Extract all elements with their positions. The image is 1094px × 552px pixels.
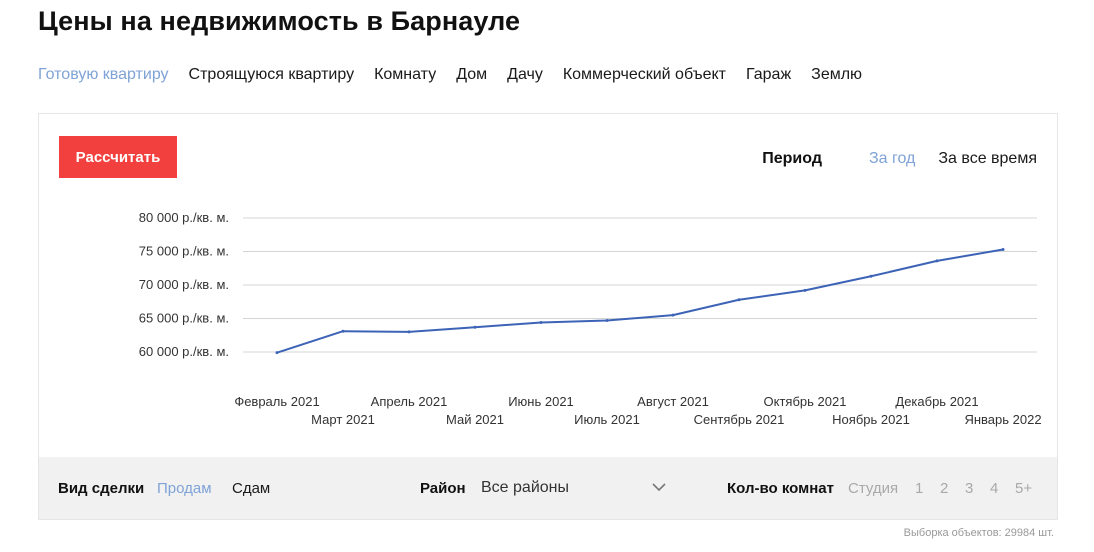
x-tick-label: Декабрь 2021 — [895, 394, 978, 409]
data-point — [341, 329, 345, 333]
x-tick-label: Январь 2022 — [964, 412, 1041, 427]
district-label: Район — [420, 480, 466, 497]
period-option-all-time[interactable]: За все время — [938, 150, 1037, 167]
deal-option-rent[interactable]: Сдам — [232, 480, 271, 497]
x-tick-label: Март 2021 — [311, 412, 375, 427]
tab-room[interactable]: Комнату — [374, 66, 437, 83]
data-point — [1001, 247, 1005, 251]
data-point — [737, 298, 741, 302]
rooms-option-1[interactable]: 1 — [915, 480, 924, 497]
tab-ready-apartment[interactable]: Готовую квартиру — [38, 66, 169, 83]
rooms-option-5plus[interactable]: 5+ — [1015, 480, 1033, 497]
y-tick-label: 75 000 р./кв. м. — [139, 244, 229, 259]
data-point — [671, 313, 675, 317]
y-tick-label: 70 000 р./кв. м. — [139, 277, 229, 292]
rooms-option-4[interactable]: 4 — [990, 480, 999, 497]
rooms-option-2[interactable]: 2 — [940, 480, 949, 497]
x-tick-label: Май 2021 — [446, 412, 504, 427]
price-series-line — [276, 248, 1004, 354]
y-tick-label: 60 000 р./кв. м. — [139, 344, 229, 359]
objects-count: Выборка объектов: 29984 шт. — [903, 527, 1054, 539]
price-line-chart: 80 000 р./кв. м. 75 000 р./кв. м. 70 000 р… — [139, 210, 1042, 427]
data-point — [935, 259, 939, 263]
district-value: Все районы — [481, 479, 569, 496]
x-tick-label: Июнь 2021 — [508, 394, 574, 409]
y-tick-label: 65 000 р./кв. м. — [139, 311, 229, 326]
period-selector: Период За год За все время — [762, 150, 1037, 168]
chevron-down-icon — [652, 483, 666, 492]
filter-bar: Вид сделки Продам Сдам Район Все районы … — [39, 457, 1057, 519]
x-tick-label: Август 2021 — [637, 394, 709, 409]
tab-land[interactable]: Землю — [811, 66, 863, 83]
rooms-label: Кол-во комнат — [727, 480, 834, 497]
rooms-option-studio[interactable]: Студия — [848, 480, 899, 497]
tab-commercial[interactable]: Коммерческий объект — [562, 66, 726, 83]
y-tick-label: 80 000 р./кв. м. — [139, 210, 229, 225]
data-point — [605, 319, 609, 323]
x-tick-label: Октябрь 2021 — [764, 394, 847, 409]
tab-garage[interactable]: Гараж — [745, 66, 792, 83]
data-point — [803, 288, 807, 292]
data-point — [539, 321, 543, 325]
x-tick-label: Ноябрь 2021 — [832, 412, 910, 427]
data-point — [473, 325, 477, 329]
tab-dacha[interactable]: Дачу — [507, 66, 543, 83]
data-point — [275, 351, 279, 355]
price-chart-card: Рассчитать Период За год За все время 80… — [38, 113, 1058, 520]
x-tick-label: Сентябрь 2021 — [694, 412, 785, 427]
period-option-year[interactable]: За год — [868, 150, 916, 167]
x-tick-label: Апрель 2021 — [371, 394, 448, 409]
calculate-button[interactable]: Рассчитать — [59, 136, 177, 178]
data-point — [869, 274, 873, 278]
deal-option-sell[interactable]: Продам — [157, 480, 212, 497]
period-label: Период — [762, 150, 822, 167]
tab-house[interactable]: Дом — [456, 66, 488, 83]
data-point — [407, 330, 411, 334]
tab-new-building[interactable]: Строящуюся квартиру — [188, 66, 355, 83]
x-tick-label: Июль 2021 — [574, 412, 640, 427]
rooms-option-3[interactable]: 3 — [965, 480, 974, 497]
deal-type-label: Вид сделки — [58, 480, 145, 497]
page-title: Цены на недвижимость в Барнауле — [38, 6, 521, 36]
district-select[interactable]: Все районы — [481, 475, 667, 501]
property-type-tabs: Готовую квартиру Строящуюся квартиру Ком… — [38, 66, 882, 86]
x-tick-label: Февраль 2021 — [234, 394, 319, 409]
